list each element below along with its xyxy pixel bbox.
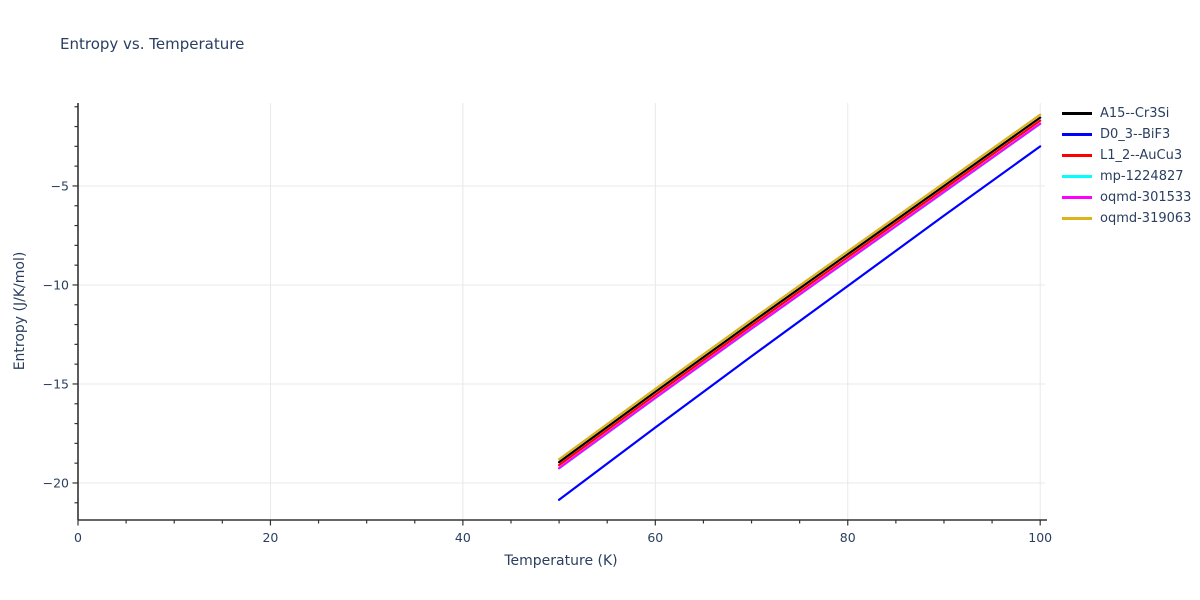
legend-label: oqmd-301533 xyxy=(1100,190,1192,205)
x-tick-label: 20 xyxy=(262,530,278,545)
x-tick-label: 0 xyxy=(74,530,82,545)
legend-label: D0_3--BiF3 xyxy=(1100,127,1171,142)
legend-item-oqmd-301533[interactable]: oqmd-301533 xyxy=(1062,187,1191,208)
series-line-oqmd-319063[interactable] xyxy=(557,113,1042,461)
x-tick-label: 40 xyxy=(455,530,471,545)
y-tick-label: −20 xyxy=(43,475,69,490)
legend-item-l12-aucu3[interactable]: L1_2--AuCu3 xyxy=(1062,145,1191,166)
y-axis-title: Entropy (J/K/mol) xyxy=(12,251,28,371)
legend-item-a15-cr3si[interactable]: A15--Cr3Si xyxy=(1062,103,1191,124)
legend-item-d03-bif3[interactable]: D0_3--BiF3 xyxy=(1062,124,1191,145)
legend-label: mp-1224827 xyxy=(1100,169,1184,184)
x-axis-title: Temperature (K) xyxy=(504,553,618,569)
series-line-oqmd-301533[interactable] xyxy=(557,122,1042,470)
y-tick-label: −5 xyxy=(51,178,69,193)
series-line-l1-2-aucu3[interactable] xyxy=(557,119,1042,467)
legend-swatch xyxy=(1062,154,1092,157)
y-tick-label: −10 xyxy=(43,277,69,292)
x-tick-label: 100 xyxy=(1028,530,1052,545)
legend: A15--Cr3Si D0_3--BiF3 L1_2--AuCu3 mp-122… xyxy=(1062,103,1191,229)
x-tick-label: 60 xyxy=(647,530,663,545)
legend-swatch xyxy=(1062,112,1092,115)
chart-title: Entropy vs. Temperature xyxy=(60,35,245,53)
series-line-a15-cr3si[interactable] xyxy=(557,116,1042,464)
legend-label: A15--Cr3Si xyxy=(1100,106,1170,121)
legend-swatch xyxy=(1062,196,1092,199)
legend-item-oqmd-319063[interactable]: oqmd-319063 xyxy=(1062,208,1191,229)
legend-item-mp-1224827[interactable]: mp-1224827 xyxy=(1062,166,1191,187)
y-tick-label: −15 xyxy=(43,376,69,391)
legend-swatch xyxy=(1062,175,1092,178)
x-tick-label: 80 xyxy=(840,530,856,545)
legend-swatch xyxy=(1062,217,1092,220)
legend-label: L1_2--AuCu3 xyxy=(1100,148,1183,163)
legend-swatch xyxy=(1062,133,1092,136)
series-line-d0-3-bif3[interactable] xyxy=(557,145,1042,501)
legend-label: oqmd-319063 xyxy=(1100,211,1192,226)
